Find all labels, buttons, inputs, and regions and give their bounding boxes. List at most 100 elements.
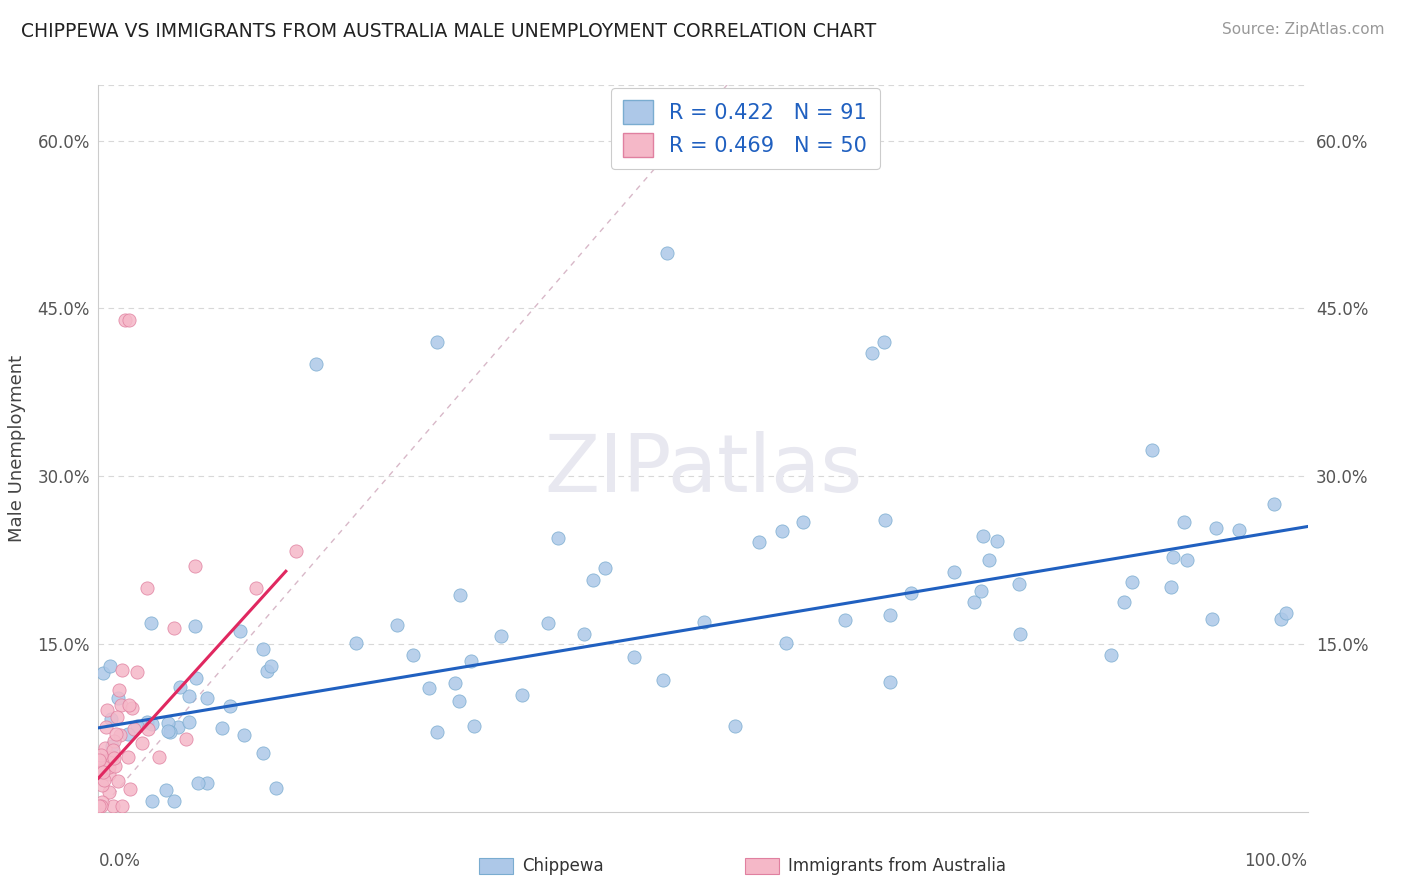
Point bbox=[1205, 521, 1227, 535]
Point bbox=[118, 312, 141, 326]
Point bbox=[344, 635, 367, 649]
Point bbox=[187, 776, 209, 790]
Point bbox=[179, 689, 201, 703]
Point bbox=[724, 719, 747, 733]
Point bbox=[547, 531, 569, 545]
Point bbox=[108, 683, 131, 698]
Point bbox=[986, 534, 1008, 549]
Point bbox=[155, 782, 177, 797]
Point bbox=[94, 740, 117, 755]
Point bbox=[90, 747, 112, 762]
Point bbox=[124, 722, 146, 736]
Point bbox=[426, 334, 449, 349]
Point bbox=[775, 636, 797, 650]
Point bbox=[385, 618, 408, 632]
Point bbox=[748, 535, 770, 549]
Point bbox=[163, 793, 186, 807]
Point bbox=[879, 608, 901, 623]
Point bbox=[1121, 575, 1143, 590]
Point bbox=[652, 673, 675, 688]
Point bbox=[218, 698, 240, 713]
Point bbox=[264, 780, 287, 795]
Point bbox=[233, 728, 256, 742]
Point bbox=[141, 793, 163, 807]
Point bbox=[942, 565, 965, 579]
Point bbox=[860, 346, 883, 360]
Point bbox=[96, 704, 118, 718]
Point bbox=[89, 799, 111, 814]
Point bbox=[127, 719, 149, 733]
Point bbox=[91, 764, 114, 779]
Point bbox=[963, 594, 986, 608]
Text: Source: ZipAtlas.com: Source: ZipAtlas.com bbox=[1222, 22, 1385, 37]
Point bbox=[229, 624, 252, 638]
Point bbox=[121, 701, 143, 715]
Point bbox=[97, 754, 120, 768]
Text: Immigrants from Australia: Immigrants from Australia bbox=[787, 856, 1005, 874]
Point bbox=[1275, 606, 1298, 620]
Point bbox=[105, 710, 128, 724]
Point bbox=[305, 357, 328, 371]
Point bbox=[98, 785, 121, 799]
Point bbox=[111, 663, 134, 677]
FancyBboxPatch shape bbox=[745, 857, 779, 873]
Point bbox=[111, 799, 134, 814]
Point bbox=[444, 676, 467, 690]
Point bbox=[89, 764, 111, 778]
Point bbox=[447, 694, 470, 708]
Point bbox=[101, 799, 124, 814]
Point bbox=[103, 743, 125, 757]
Point bbox=[252, 642, 274, 657]
Point bbox=[623, 650, 645, 665]
Point bbox=[574, 627, 596, 641]
Point bbox=[141, 716, 163, 731]
Point bbox=[89, 762, 111, 776]
Y-axis label: Male Unemployment: Male Unemployment bbox=[8, 355, 27, 541]
Point bbox=[418, 681, 440, 695]
Point bbox=[184, 558, 207, 573]
Point bbox=[1270, 612, 1292, 626]
Point bbox=[177, 714, 200, 729]
Point bbox=[1163, 550, 1185, 565]
Point bbox=[148, 749, 170, 764]
Point bbox=[91, 666, 114, 681]
Point bbox=[582, 573, 605, 587]
Point bbox=[94, 720, 117, 734]
Point bbox=[89, 753, 111, 767]
Text: 0.0%: 0.0% bbox=[98, 852, 141, 870]
Point bbox=[139, 615, 162, 630]
Point bbox=[1160, 580, 1182, 594]
Point bbox=[1229, 523, 1251, 537]
Point bbox=[245, 581, 267, 595]
Point bbox=[977, 553, 1000, 567]
Point bbox=[103, 751, 125, 765]
FancyBboxPatch shape bbox=[479, 857, 513, 873]
Point bbox=[125, 665, 148, 680]
Text: 100.0%: 100.0% bbox=[1244, 852, 1308, 870]
Point bbox=[879, 675, 901, 690]
Text: CHIPPEWA VS IMMIGRANTS FROM AUSTRALIA MALE UNEMPLOYMENT CORRELATION CHART: CHIPPEWA VS IMMIGRANTS FROM AUSTRALIA MA… bbox=[21, 22, 876, 41]
Point bbox=[1201, 612, 1223, 626]
Point bbox=[593, 561, 616, 575]
Point bbox=[1008, 577, 1031, 591]
Point bbox=[970, 583, 993, 598]
Point bbox=[107, 774, 129, 789]
Point bbox=[163, 621, 186, 635]
Point bbox=[1112, 595, 1135, 609]
Point bbox=[156, 716, 179, 731]
Point bbox=[252, 746, 274, 760]
Point bbox=[834, 613, 856, 627]
Point bbox=[117, 750, 139, 764]
Point bbox=[195, 775, 218, 789]
Point bbox=[100, 713, 122, 727]
Point bbox=[537, 615, 560, 630]
Point bbox=[1099, 648, 1122, 663]
Point bbox=[873, 513, 896, 527]
Legend: R = 0.422   N = 91, R = 0.469   N = 50: R = 0.422 N = 91, R = 0.469 N = 50 bbox=[612, 88, 880, 169]
Point bbox=[136, 723, 159, 737]
Point bbox=[114, 312, 136, 326]
Point bbox=[792, 515, 814, 529]
Point bbox=[93, 773, 115, 788]
Point bbox=[118, 781, 141, 796]
Point bbox=[449, 588, 471, 602]
